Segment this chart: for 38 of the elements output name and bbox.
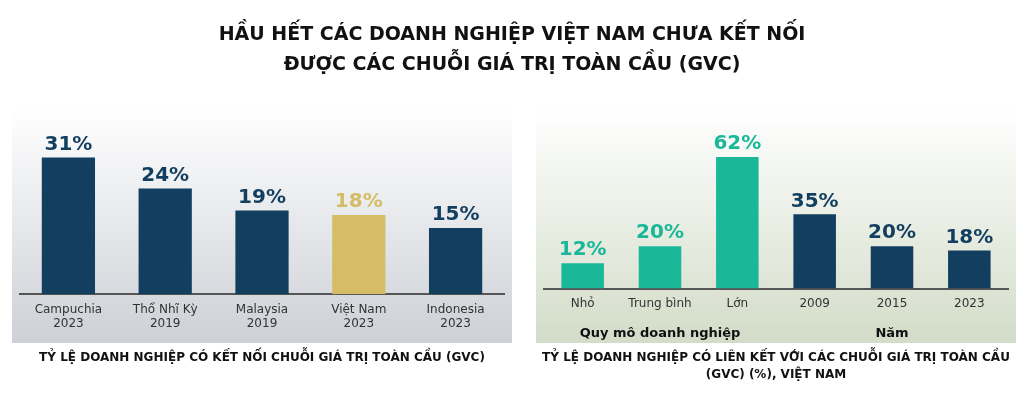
bar [235,210,289,295]
text: Năm [875,325,909,340]
x-tick-label: Campuchia 2023 [34,301,103,330]
x-tick-label: Việt Nam 2023 [331,301,387,330]
x-tick-label: 2023 [954,295,985,310]
chart-title: HẦU HẾT CÁC DOANH NGHIỆP VIỆT NAM CHƯA KẾT NỐI ĐƯỢC CÁC CHUỖI GIÁ TRỊ TOÀN CẦU (GVC) [217,18,807,76]
x-tick-label: 2009 [799,295,830,310]
data-label: 18% [334,188,383,213]
data-label: 12% [558,236,607,261]
data-label: 24% [141,161,190,186]
bar [138,188,192,295]
bar [41,157,96,295]
x-tick-label: Indonesia 2023 [426,301,485,330]
bar [793,214,836,289]
bar [428,228,483,295]
bar [638,246,682,289]
x-axis-title: TỶ LỆ DOANH NGHIỆP CÓ KẾT NỐI CHUỖI GIÁ TRỊ TOÀN CẦU (GVC) [38,349,486,366]
text: Quy mô doanh nghiệp [579,325,741,340]
x-tick-label: 2015 [876,295,908,310]
bar [716,156,759,289]
bar [870,246,914,289]
data-label: 20% [868,219,916,244]
x-tick-label: Trung bình [627,295,692,310]
bar [948,250,991,289]
bar [332,214,386,295]
data-label: 20% [636,219,684,244]
data-label: 18% [945,223,994,248]
data-label: 19% [238,183,286,208]
x-tick-label: Lớn [726,295,749,310]
x-tick-label: Malaysia 2019 [235,301,289,330]
data-label: 15% [431,201,480,226]
data-label: 62% [713,130,762,155]
x-tick-label: Nhỏ [570,295,595,310]
bar [561,263,604,289]
data-label: 35% [790,187,839,212]
x-tick-label: Thổ Nhĩ Kỳ 2019 [131,301,198,330]
data-label: 31% [44,130,93,155]
x-axis-title: TỶ LỆ DOANH NGHIỆP CÓ LIÊN KẾT VỚI CÁC CHUỖI GIÁ TRỊ TOÀN CẦU (GVC) (%), VIỆT NAM [541,349,1011,383]
